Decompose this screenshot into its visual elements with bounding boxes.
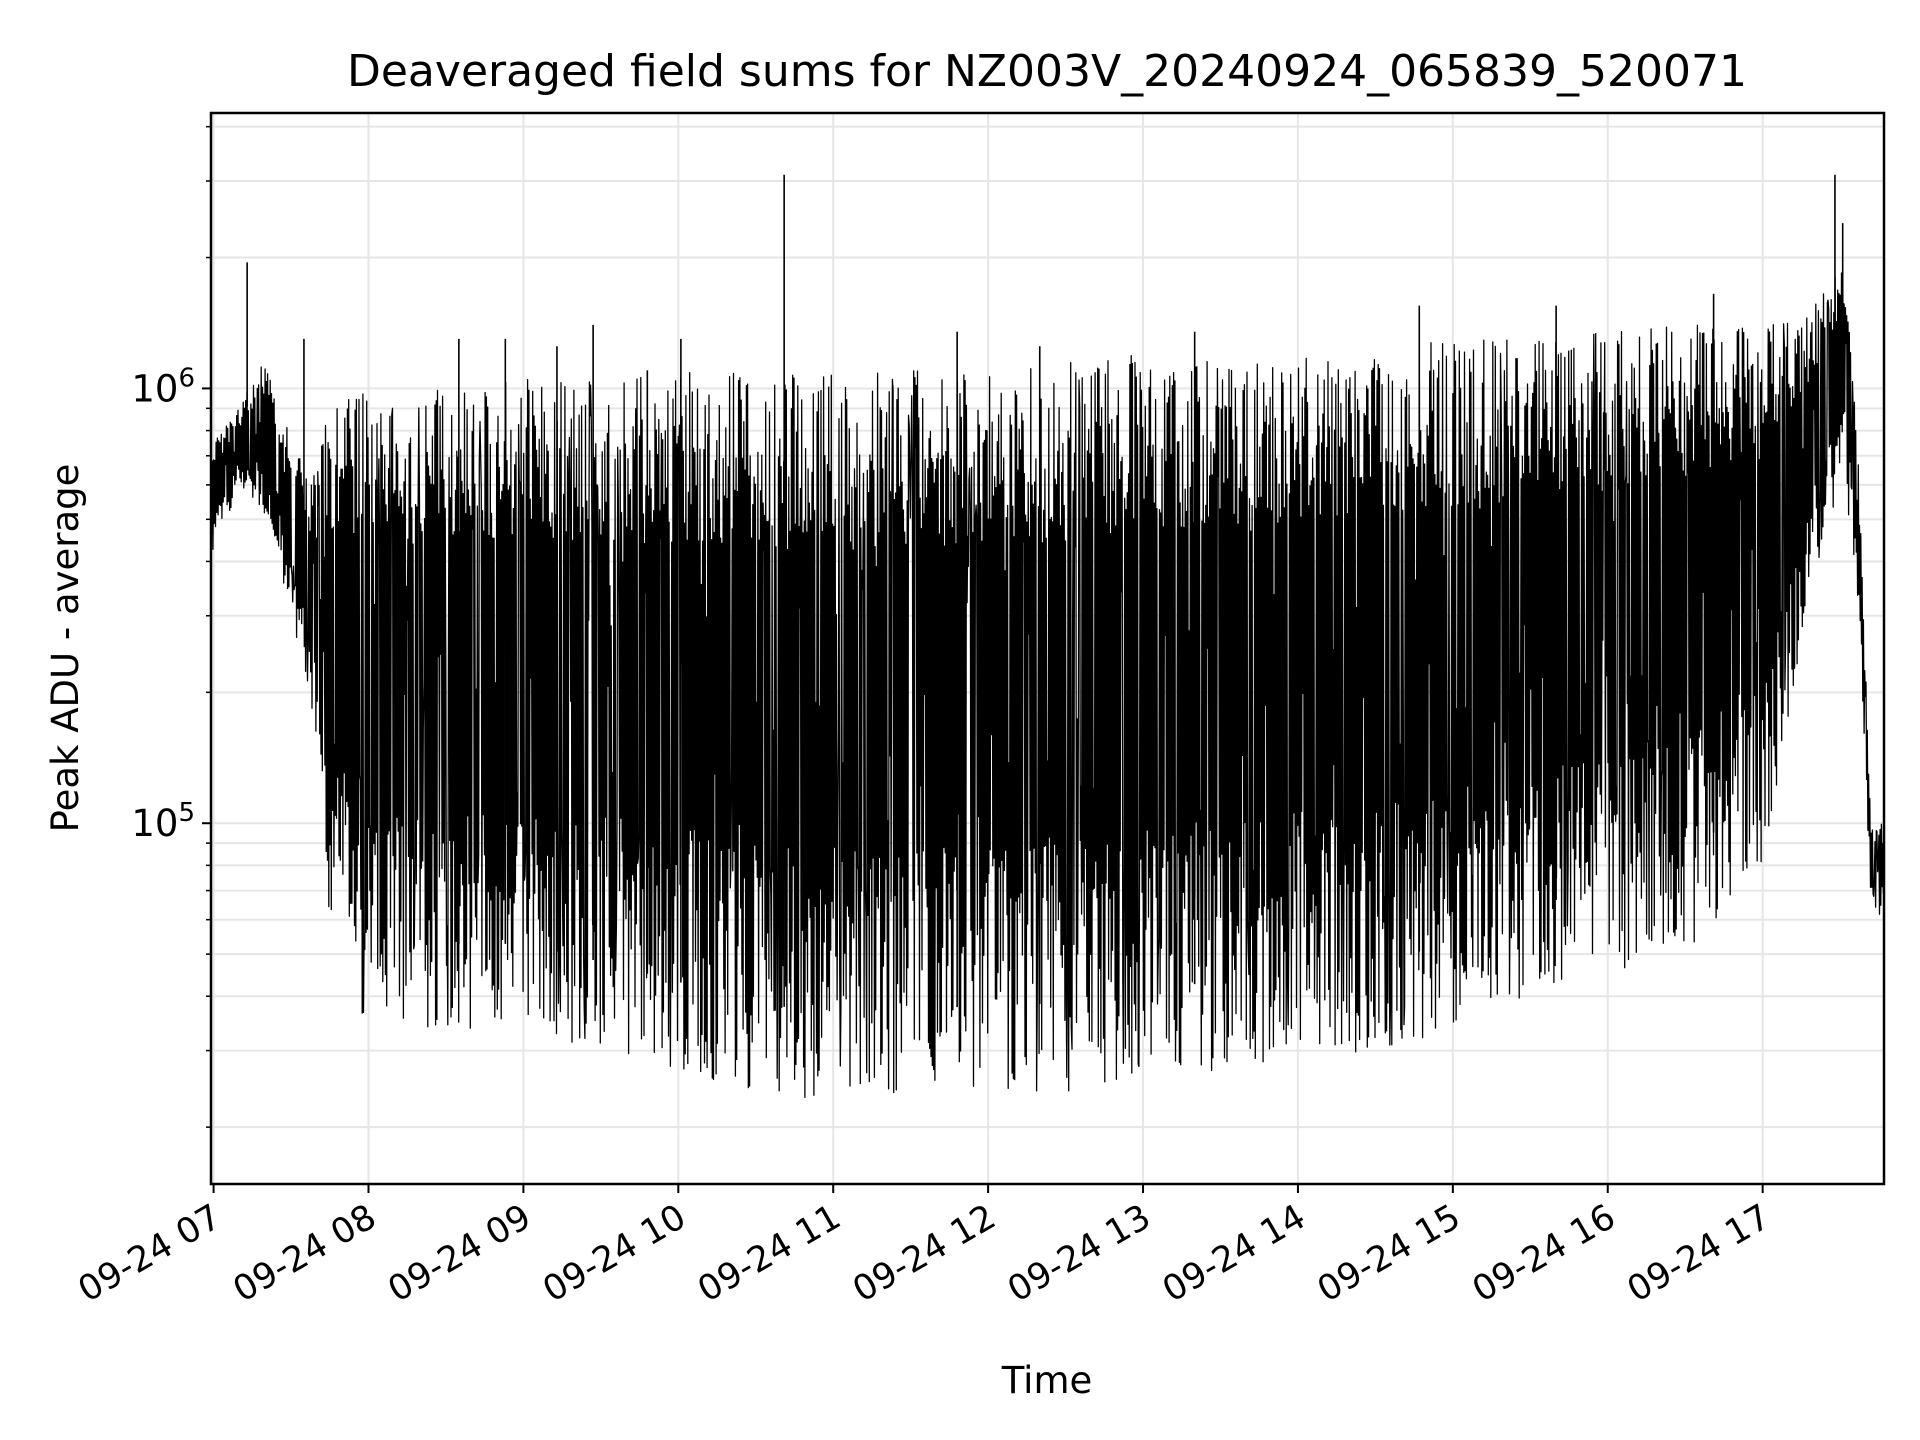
x-tick-label: 09-24 07 [72,1197,228,1310]
x-tick-label: 09-24 08 [227,1197,383,1310]
x-tick-label: 09-24 15 [1311,1197,1467,1310]
x-tick-label: 09-24 16 [1466,1197,1622,1310]
chart-title: Deaveraged field sums for NZ003V_2024092… [347,46,1747,97]
x-tick-label: 09-24 14 [1156,1197,1312,1310]
plot-frame [209,111,1886,1186]
series-line [210,272,1885,1099]
series-layer [210,174,1885,1099]
x-tick-label: 09-24 09 [382,1197,538,1310]
x-tick-label: 09-24 12 [846,1197,1002,1310]
x-tick-label: 09-24 13 [1001,1197,1157,1310]
y-tick-label: 106 [131,363,195,410]
x-tick-label: 09-24 10 [537,1197,693,1310]
y-axis-label: Peak ADU - average [44,464,87,833]
y-axis: 105 106 [131,125,211,1128]
y-tick-label: 105 [131,798,195,845]
x-tick-label: 09-24 17 [1621,1197,1777,1310]
x-tick-label: 09-24 11 [691,1197,847,1310]
x-axis-label: Time [1001,1359,1093,1402]
